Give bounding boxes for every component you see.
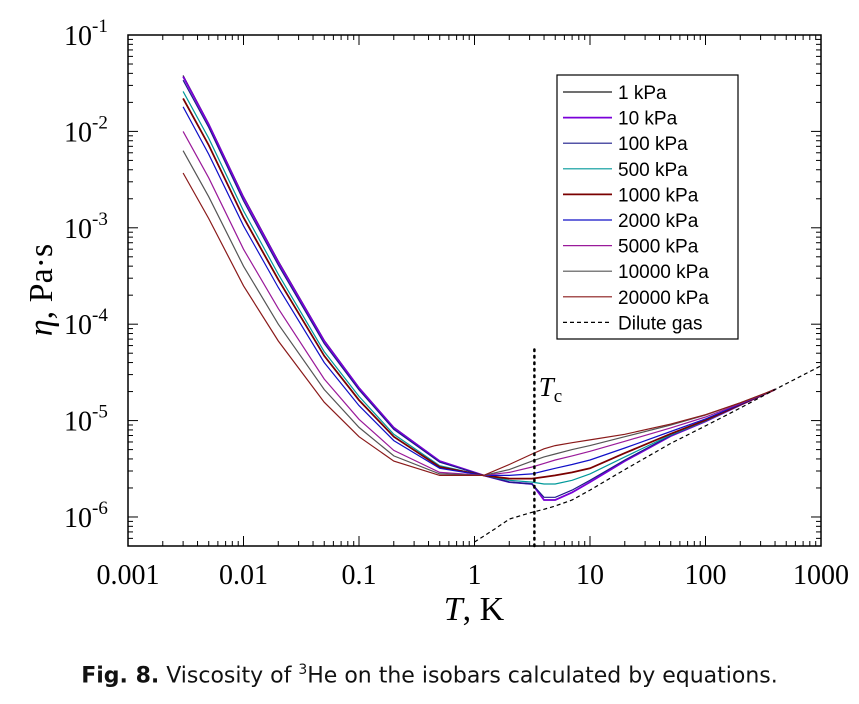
y-tick-label: 10-4 (64, 305, 108, 341)
y-tick-label-exponent: -5 (92, 402, 108, 423)
caption-text-after: He on the isobars calculated by equation… (307, 663, 778, 689)
caption-label: Fig. 8. (81, 663, 160, 689)
y-tick-label-exponent: -6 (92, 498, 108, 519)
series-layer (182, 75, 821, 543)
x-axis-unit: , K (463, 591, 505, 628)
x-tick-label: 1 (468, 560, 482, 591)
y-axis-symbol: η (23, 319, 60, 336)
x-axis-title: T, K (444, 591, 505, 628)
x-tick-label: 0.1 (342, 560, 377, 591)
y-axis-title: η, Pa·s (23, 244, 60, 336)
legend: 1 kPa 10 kPa 100 kPa 500 kPa 1000 kPa 2000 kP… (556, 74, 739, 340)
y-tick-label-exponent: -1 (92, 16, 108, 37)
x-tick-label: 0.001 (97, 560, 160, 591)
y-tick-label: 10-5 (64, 402, 108, 438)
tc-label: Tc (539, 372, 562, 407)
series-line-1000-kpa (182, 97, 776, 480)
y-tick-label-base: 10 (64, 117, 92, 148)
series-line-2000-kpa (182, 106, 776, 476)
series-line-100-kpa (182, 79, 776, 498)
series-line-500-kpa (182, 91, 776, 485)
x-axis-symbol: T (444, 591, 465, 628)
tc-label-main: T (539, 372, 556, 402)
y-tick-labels: 10-610-510-410-310-210-1 (64, 16, 108, 534)
legend-label-10-kpa: 10 kPa (618, 109, 678, 130)
y-tick-label-base: 10 (64, 407, 92, 438)
y-tick-label: 10-3 (64, 209, 108, 245)
legend-label-100-kpa: 100 kPa (618, 134, 688, 155)
legend-box (556, 74, 739, 340)
y-tick-label: 10-2 (64, 112, 108, 148)
legend-label-2000-kpa: 2000 kPa (618, 211, 699, 232)
legend-label-500-kpa: 500 kPa (618, 160, 688, 181)
y-tick-label-base: 10 (64, 310, 92, 341)
annotation-layer: Tc (533, 344, 562, 548)
y-tick-label-exponent: -4 (92, 305, 108, 326)
legend-label-1-kpa: 1 kPa (618, 83, 667, 104)
x-tick-label: 100 (685, 560, 727, 591)
x-tick-label: 1000 (793, 560, 849, 591)
y-tick-label-base: 10 (64, 214, 92, 245)
x-tick-labels: 0.001 0.01 0.1 1 10 100 1000 (97, 560, 850, 591)
legend-label-1000-kpa: 1000 kPa (618, 185, 699, 206)
series-line-10000-kpa (182, 150, 776, 477)
legend-items: 1 kPa 10 kPa 100 kPa 500 kPa 1000 kPa 2000 kP… (563, 83, 709, 334)
caption-text-before: Viscosity of (159, 663, 299, 689)
y-tick-label: 10-1 (64, 16, 108, 52)
y-tick-label-base: 10 (64, 503, 92, 534)
figure-caption: Fig. 8. Viscosity of 3He on the isobars … (0, 662, 859, 688)
y-tick-label-exponent: -2 (92, 112, 108, 133)
y-tick-label: 10-6 (64, 498, 108, 534)
series-line-dilute-gas (474, 365, 821, 543)
y-tick-label-exponent: -3 (92, 209, 108, 230)
series-line-5000-kpa (182, 131, 776, 477)
y-tick-label-base: 10 (64, 21, 92, 52)
tc-label-sub: c (554, 386, 562, 407)
legend-label-dilute-gas: Dilute gas (618, 313, 703, 334)
legend-label-10000-kpa: 10000 kPa (618, 262, 709, 283)
caption-superscript: 3 (298, 662, 308, 678)
x-tick-label: 10 (576, 560, 604, 591)
x-tick-label: 0.01 (219, 560, 268, 591)
legend-label-5000-kpa: 5000 kPa (618, 237, 699, 258)
series-line-20000-kpa (182, 172, 776, 476)
tick-layer (127, 35, 821, 547)
y-axis-unit: , Pa·s (23, 244, 60, 320)
legend-label-20000-kpa: 20000 kPa (618, 288, 709, 309)
